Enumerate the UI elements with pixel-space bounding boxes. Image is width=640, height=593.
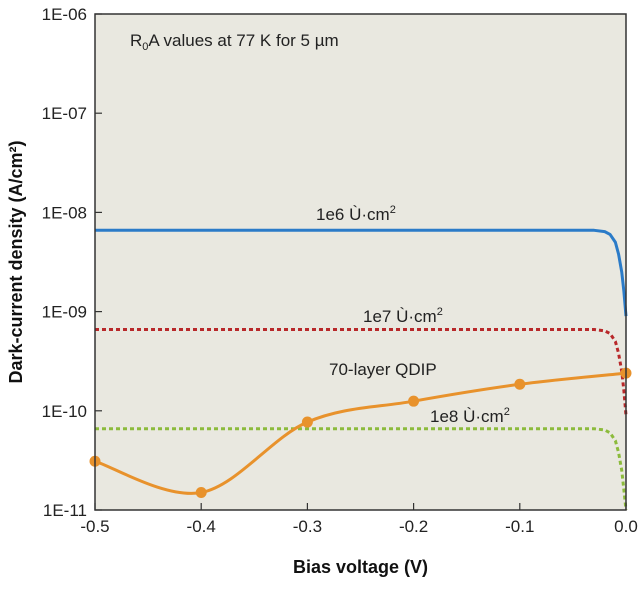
- inset-label-suffix: A values at 77 K for 5 µm: [148, 31, 338, 50]
- x-axis-title: Bias voltage (V): [293, 557, 428, 577]
- series-label-1e8: 1e8 Ù·cm2: [430, 406, 510, 426]
- series-1e6-line: [95, 228, 628, 317]
- y-tick-label: 1E-07: [42, 104, 87, 123]
- series-label-1e7-text: 1e7 Ù·cm: [363, 307, 437, 326]
- y-tick-label: 1E-08: [42, 203, 87, 222]
- qdip-point: [408, 395, 420, 407]
- series-qdip-line: [94, 371, 627, 495]
- series-label-qdip: 70-layer QDIP: [329, 360, 437, 379]
- series-label-1e8-text: 1e8 Ù·cm: [430, 407, 504, 426]
- series-label-1e7-sup: 2: [437, 306, 443, 318]
- series-label-1e7: 1e7 Ù·cm2: [363, 306, 443, 326]
- y-tick-label: 1E-06: [42, 5, 87, 24]
- qdip-point: [195, 487, 207, 499]
- inset-label-subscript: 0: [142, 41, 148, 53]
- series-label-1e6: 1e6 Ù·cm2: [316, 204, 396, 224]
- qdip-point: [301, 416, 313, 428]
- plot-frame: [94, 13, 627, 511]
- series-1e8-line: [95, 427, 628, 511]
- inset-label-prefix: R: [130, 31, 142, 50]
- series-label-1e6-sup: 2: [390, 204, 396, 216]
- x-tick-label: -0.4: [187, 517, 216, 536]
- x-tick-label: -0.1: [505, 517, 534, 536]
- y-axis-title: Dark-current density (A/cm²): [6, 140, 26, 383]
- ticks-layer: -0.5 -0.4 -0.3 -0.2 -0.1 0.0 1E-06 1E-07 1E-08 1E…: [42, 5, 638, 536]
- qdip-point: [514, 378, 526, 390]
- y-tick-label: 1E-11: [43, 501, 87, 520]
- x-tick-label: 0.0: [614, 517, 638, 536]
- series-label-1e8-sup: 2: [504, 406, 510, 418]
- inset-label: R0A values at 77 K for 5 µm: [130, 31, 339, 53]
- y-tick-label: 1E-10: [42, 402, 87, 421]
- plot-area: [95, 14, 626, 510]
- x-tick-label: -0.5: [80, 517, 109, 536]
- x-tick-label: -0.2: [399, 517, 428, 536]
- y-tick-label: 1E-09: [42, 303, 87, 322]
- x-tick-label: -0.3: [293, 517, 322, 536]
- series-label-1e6-text: 1e6 Ù·cm: [316, 205, 390, 224]
- series-layer: [89, 228, 632, 511]
